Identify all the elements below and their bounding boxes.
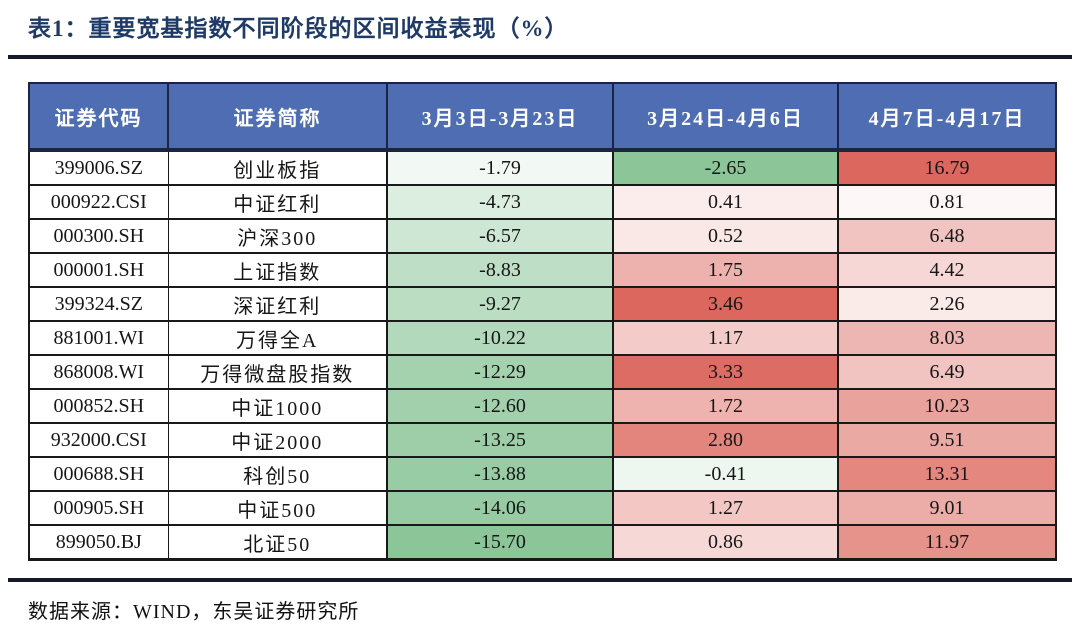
security-name-cell: 中证500 [168,491,388,526]
return-value-cell: -12.29 [387,355,614,390]
return-value-cell: -4.73 [387,185,614,220]
security-name-cell: 沪深300 [168,219,388,254]
security-name-cell: 中证1000 [168,389,388,424]
table-row: 000852.SH 中证1000 -12.60 1.72 10.23 [28,389,1057,424]
return-value-cell: 4.42 [838,253,1057,288]
security-code-cell: 000688.SH [28,457,169,492]
security-name-cell: 中证红利 [168,185,388,220]
return-value-cell: 0.81 [838,185,1057,220]
table-title: 表1：重要宽基指数不同阶段的区间收益表现（%） [28,16,569,41]
return-value-cell: -14.06 [387,491,614,526]
table-row: 000922.CSI 中证红利 -4.73 0.41 0.81 [28,185,1057,220]
column-header-period-1: 3月3日-3月23日 [386,82,614,152]
return-value-cell: 1.17 [613,321,839,356]
return-value-cell: 2.26 [838,287,1057,322]
return-value-cell: -15.70 [387,525,614,561]
security-name-cell: 万得全A [168,321,388,356]
return-value-cell: 1.27 [613,491,839,526]
return-value-cell: -13.25 [387,423,614,458]
table-row: 000905.SH 中证500 -14.06 1.27 9.01 [28,491,1057,526]
table-row: 000688.SH 科创50 -13.88 -0.41 13.31 [28,457,1057,492]
return-value-cell: 3.46 [613,287,839,322]
return-value-cell: 6.48 [838,219,1057,254]
security-code-cell: 899050.BJ [28,525,169,561]
return-value-cell: 13.31 [838,457,1057,492]
table-row: 868008.WI 万得微盘股指数 -12.29 3.33 6.49 [28,355,1057,390]
return-value-cell: -9.27 [387,287,614,322]
return-value-cell: 9.51 [838,423,1057,458]
return-value-cell: 0.52 [613,219,839,254]
data-source: 数据来源：WIND，东吴证券研究所 [28,601,360,623]
table-row: 932000.CSI 中证2000 -13.25 2.80 9.51 [28,423,1057,458]
footer-divider [8,578,1072,582]
security-name-cell: 万得微盘股指数 [168,355,388,390]
table-row: 399324.SZ 深证红利 -9.27 3.46 2.26 [28,287,1057,322]
return-value-cell: -0.41 [613,457,839,492]
security-code-cell: 000001.SH [28,253,169,288]
return-value-cell: 9.01 [838,491,1057,526]
return-value-cell: 2.80 [613,423,839,458]
return-value-cell: -2.65 [613,150,839,186]
security-code-cell: 868008.WI [28,355,169,390]
security-code-cell: 399324.SZ [28,287,169,322]
header-row: 证券代码 证券简称 3月3日-3月23日 3月24日-4月6日 4月7日-4月1… [28,82,1057,152]
table-row: 881001.WI 万得全A -10.22 1.17 8.03 [28,321,1057,356]
security-name-cell: 上证指数 [168,253,388,288]
title-divider [8,55,1072,59]
column-header-period-2: 3月24日-4月6日 [612,82,839,152]
security-name-cell: 中证2000 [168,423,388,458]
security-code-cell: 881001.WI [28,321,169,356]
security-name-cell: 深证红利 [168,287,388,322]
return-value-cell: -1.79 [387,150,614,186]
column-header-security-code: 证券代码 [28,82,169,152]
table-row: 399006.SZ 创业板指 -1.79 -2.65 16.79 [28,150,1057,186]
return-value-cell: -13.88 [387,457,614,492]
security-code-cell: 399006.SZ [28,150,169,186]
return-value-cell: 1.72 [613,389,839,424]
return-value-cell: 8.03 [838,321,1057,356]
return-value-cell: 6.49 [838,355,1057,390]
return-value-cell: -6.57 [387,219,614,254]
security-name-cell: 北证50 [168,525,388,561]
return-value-cell: 10.23 [838,389,1057,424]
column-header-security-name: 证券简称 [167,82,388,152]
table-row: 899050.BJ 北证50 -15.70 0.86 11.97 [28,525,1057,561]
return-value-cell: 0.86 [613,525,839,561]
return-value-cell: -8.83 [387,253,614,288]
security-code-cell: 000300.SH [28,219,169,254]
security-name-cell: 创业板指 [168,150,388,186]
security-name-cell: 科创50 [168,457,388,492]
table-row: 000300.SH 沪深300 -6.57 0.52 6.48 [28,219,1057,254]
return-value-cell: 3.33 [613,355,839,390]
return-value-cell: -12.60 [387,389,614,424]
index-returns-table: 证券代码 证券简称 3月3日-3月23日 3月24日-4月6日 4月7日-4月1… [28,82,1057,561]
table-body: 399006.SZ 创业板指 -1.79 -2.65 16.79 000922.CSI 中证… [28,150,1057,561]
security-code-cell: 000905.SH [28,491,169,526]
return-value-cell: -10.22 [387,321,614,356]
return-value-cell: 16.79 [838,150,1057,186]
return-value-cell: 11.97 [838,525,1057,561]
column-header-period-3: 4月7日-4月17日 [837,82,1057,152]
security-code-cell: 000852.SH [28,389,169,424]
security-code-cell: 932000.CSI [28,423,169,458]
return-value-cell: 1.75 [613,253,839,288]
security-code-cell: 000922.CSI [28,185,169,220]
return-value-cell: 0.41 [613,185,839,220]
table-row: 000001.SH 上证指数 -8.83 1.75 4.42 [28,253,1057,288]
